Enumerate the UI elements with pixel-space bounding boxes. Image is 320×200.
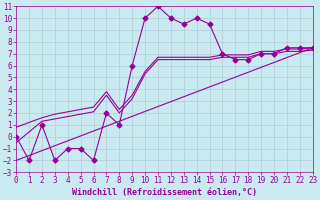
X-axis label: Windchill (Refroidissement éolien,°C): Windchill (Refroidissement éolien,°C) [72,188,257,197]
